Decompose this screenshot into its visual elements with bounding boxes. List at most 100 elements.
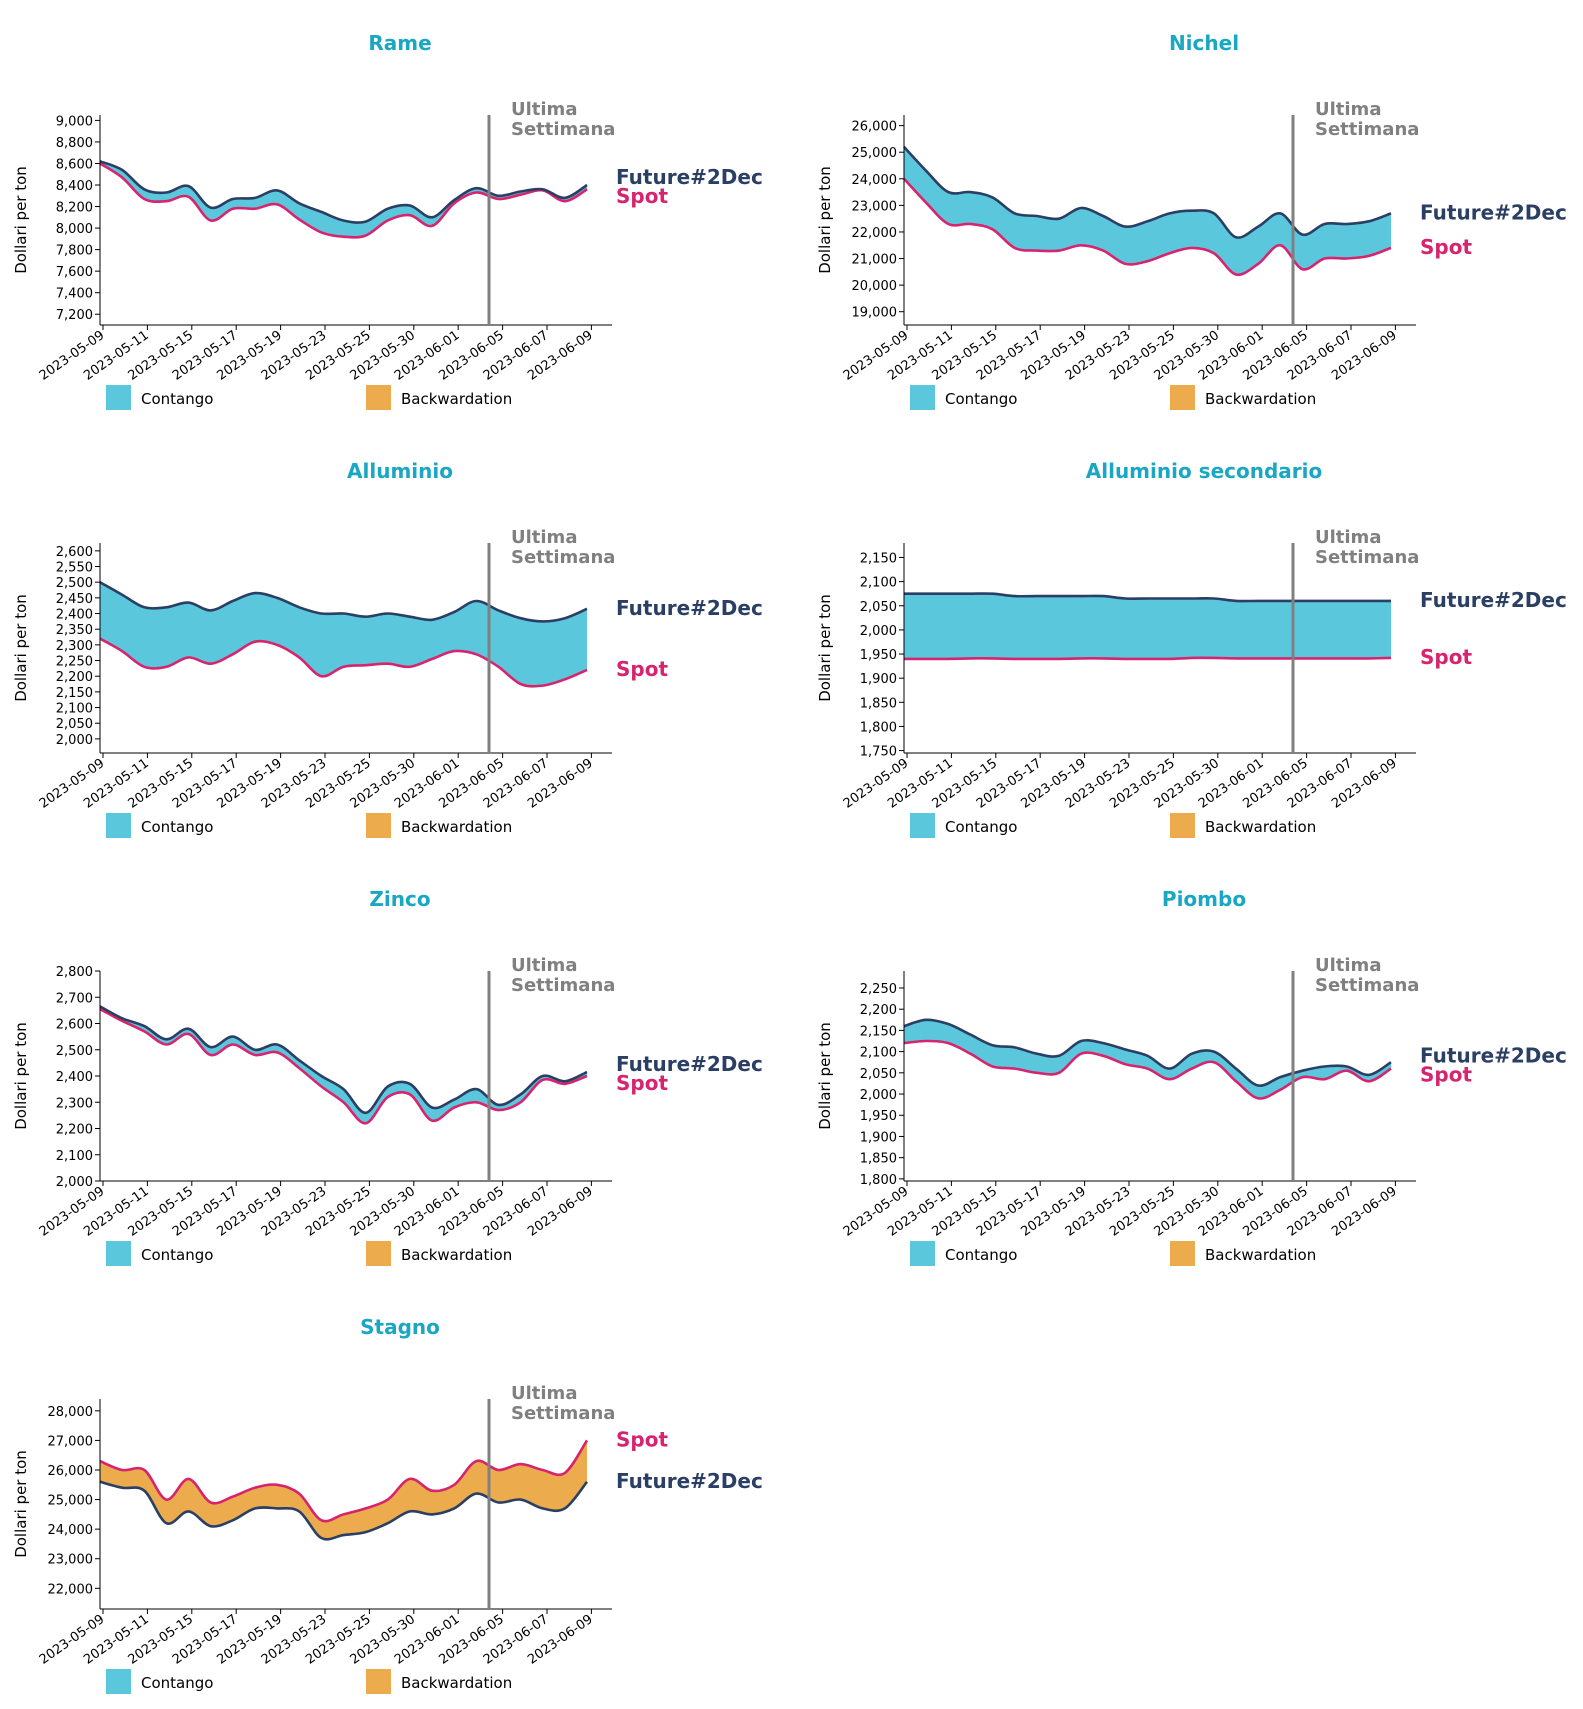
y-tick-label: 2,550: [56, 561, 93, 576]
y-tick-label: 23,000: [852, 199, 898, 214]
y-tick-label: 2,000: [860, 1088, 897, 1103]
spot-line: [903, 1039, 1392, 1100]
y-axis-label: Dollari per ton: [12, 594, 30, 702]
y-tick-label: 2,150: [56, 686, 93, 701]
y-tick-label: 26,000: [48, 1464, 94, 1479]
marker-label-line1: Ultima: [1315, 955, 1381, 976]
chart-piombo: Piombo 1,800 1,850 1,900 1,950 2,000 2,050 2,10…: [816, 887, 1567, 1266]
spot-line: [904, 656, 1392, 661]
y-tick-label: 2,500: [56, 576, 93, 591]
legend-backwardation-swatch: [1170, 1241, 1195, 1266]
y-tick-label: 2,250: [56, 655, 93, 670]
future-line: [99, 160, 588, 224]
y-tick-label: 2,500: [56, 1044, 93, 1059]
y-tick-label: 1,800: [860, 1173, 897, 1188]
legend-contango-label: Contango: [945, 390, 1017, 408]
chart-title: Alluminio secondario: [1086, 459, 1323, 483]
y-tick-label: 25,000: [48, 1494, 94, 1509]
legend-contango-swatch: [106, 1669, 131, 1694]
y-tick-label: 24,000: [852, 173, 898, 188]
y-tick-label: 22,000: [48, 1582, 94, 1597]
legend-contango-swatch: [106, 385, 131, 410]
chart-title: Rame: [368, 31, 431, 55]
legend-contango-label: Contango: [141, 818, 213, 836]
chart-title: Nichel: [1169, 31, 1239, 55]
y-tick-label: 2,150: [860, 1024, 897, 1039]
contango-area: [904, 1019, 1391, 1099]
legend-contango-label: Contango: [141, 1674, 213, 1692]
spot-line: [903, 177, 1392, 277]
y-tick-label: 2,400: [56, 1070, 93, 1085]
y-tick-label: 7,800: [56, 244, 93, 259]
marker-label-line1: Ultima: [511, 955, 577, 976]
contango-area: [904, 593, 1391, 659]
y-axis-label: Dollari per ton: [816, 166, 834, 274]
spot-line: [99, 1007, 588, 1125]
y-tick-label: 2,600: [56, 1018, 93, 1033]
y-axis-label: Dollari per ton: [816, 594, 834, 702]
spot-series-label: Spot: [616, 1071, 668, 1095]
y-tick-label: 2,100: [56, 1149, 93, 1164]
legend-backwardation-label: Backwardation: [1205, 390, 1316, 408]
marker-label-line2: Settimana: [1315, 119, 1419, 140]
y-tick-label: 8,000: [56, 222, 93, 237]
y-tick-label: 2,300: [56, 1096, 93, 1111]
chart-zinco: Zinco 2,000 2,100 2,200 2,300 2,400 2,500 2,600…: [12, 887, 763, 1266]
y-tick-label: 19,000: [852, 306, 898, 321]
future-line: [99, 1005, 588, 1115]
future-series-label: Future#2Dec: [1420, 1043, 1567, 1067]
future-line: [99, 581, 588, 623]
y-tick-label: 21,000: [852, 253, 898, 268]
future-line: [99, 1480, 589, 1541]
y-tick-label: 8,800: [56, 136, 93, 151]
y-axis-label: Dollari per ton: [816, 1022, 834, 1130]
contango-area: [100, 582, 587, 687]
legend-backwardation-label: Backwardation: [1205, 818, 1316, 836]
y-tick-label: 2,100: [860, 1046, 897, 1061]
marker-label-line2: Settimana: [1315, 547, 1419, 568]
y-axis-label: Dollari per ton: [12, 166, 30, 274]
y-tick-label: 1,800: [860, 720, 897, 735]
legend-backwardation-label: Backwardation: [401, 1674, 512, 1692]
y-tick-label: 2,000: [56, 733, 93, 748]
contango-area: [100, 161, 587, 238]
y-tick-label: 2,000: [860, 624, 897, 639]
legend-backwardation-label: Backwardation: [401, 1246, 512, 1264]
spot-series-label: Spot: [1420, 235, 1472, 259]
chart-title: Stagno: [360, 1315, 440, 1339]
legend-contango-swatch: [910, 813, 935, 838]
y-tick-label: 2,700: [56, 991, 93, 1006]
spot-line: [99, 162, 588, 239]
y-tick-label: 7,400: [56, 287, 93, 302]
spot-series-label: Spot: [616, 184, 668, 208]
chart-nichel: Nichel 19,000 20,000 21,000 22,000 23,000 24,0…: [816, 31, 1567, 410]
legend-backwardation-label: Backwardation: [1205, 1246, 1316, 1264]
y-axis-label: Dollari per ton: [12, 1450, 30, 1558]
marker-label-line1: Ultima: [511, 1383, 577, 1404]
chart-title: Alluminio: [347, 459, 453, 483]
chart-title: Zinco: [369, 887, 430, 911]
future-line: [904, 592, 1391, 603]
legend-contango-swatch: [106, 1241, 131, 1266]
future-series-label: Future#2Dec: [616, 596, 763, 620]
future-series-label: Future#2Dec: [616, 1469, 763, 1493]
marker-label-line2: Settimana: [511, 1403, 615, 1424]
marker-label-line2: Settimana: [1315, 975, 1419, 996]
marker-label-line2: Settimana: [511, 119, 615, 140]
y-tick-label: 7,600: [56, 265, 93, 280]
legend-backwardation-swatch: [1170, 813, 1195, 838]
future-series-label: Future#2Dec: [616, 165, 763, 189]
legend-contango-swatch: [910, 385, 935, 410]
y-tick-label: 8,200: [56, 201, 93, 216]
marker-label-line1: Ultima: [1315, 99, 1381, 120]
y-tick-label: 2,100: [56, 702, 93, 717]
legend-backwardation-label: Backwardation: [401, 818, 512, 836]
spot-line: [99, 1439, 589, 1523]
future-series-label: Future#2Dec: [1420, 588, 1567, 612]
y-tick-label: 8,600: [56, 157, 93, 172]
marker-label-line2: Settimana: [511, 975, 615, 996]
legend-backwardation-swatch: [366, 1241, 391, 1266]
legend-contango-label: Contango: [141, 390, 213, 408]
spot-series-label: Spot: [1420, 1062, 1472, 1086]
